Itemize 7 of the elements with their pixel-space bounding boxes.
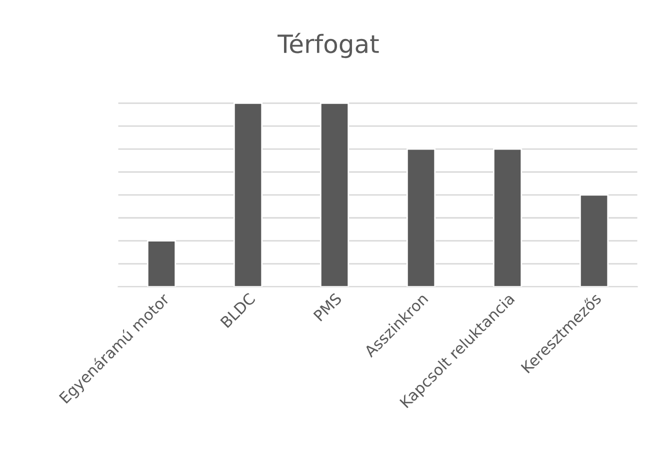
bar bbox=[406, 148, 436, 287]
bar bbox=[492, 148, 522, 287]
chart-title: Térfogat bbox=[278, 32, 379, 58]
bar bbox=[580, 194, 609, 287]
bar bbox=[146, 240, 176, 287]
bar bbox=[320, 102, 350, 287]
bar bbox=[233, 102, 263, 287]
